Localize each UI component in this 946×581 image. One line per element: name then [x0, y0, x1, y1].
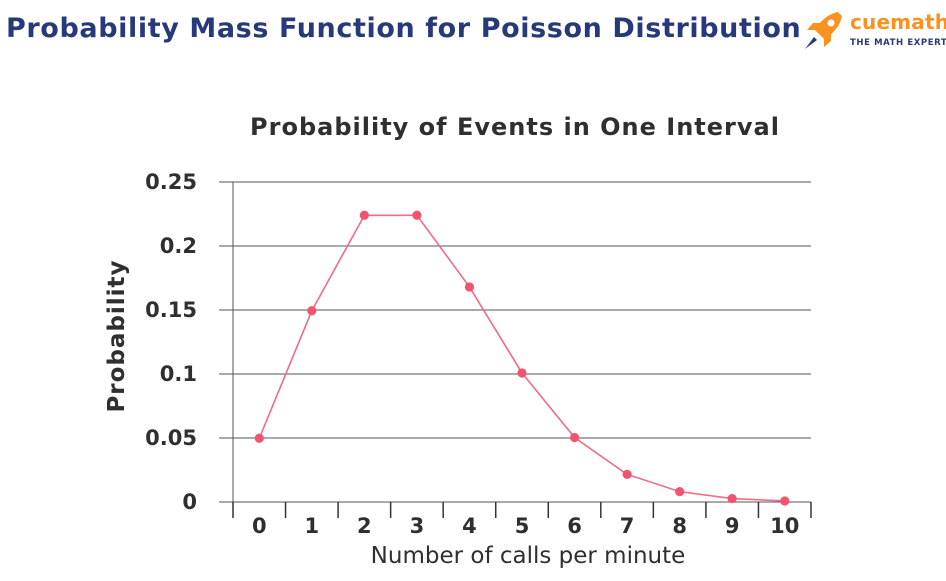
series: [254, 210, 790, 506]
y-tick-label: 0.25: [145, 170, 197, 194]
x-tick-label: 5: [515, 514, 530, 538]
grid: [219, 181, 811, 503]
data-point: [307, 306, 317, 316]
cuemath-logo: cuemath THE MATH EXPERT: [800, 8, 946, 54]
data-point: [622, 469, 632, 479]
chart-title: Probability of Events in One Interval: [250, 113, 780, 141]
x-tick-label: 7: [620, 514, 635, 538]
y-tick-label: 0.2: [160, 234, 197, 258]
x-tick-label: 0: [252, 514, 267, 538]
x-axis-label: Number of calls per minute: [371, 543, 686, 569]
data-point: [359, 210, 369, 220]
data-point: [254, 433, 264, 443]
x-tick-label: 1: [305, 514, 320, 538]
y-axis-label: Probability: [104, 259, 130, 412]
x-tick-label: 3: [410, 514, 425, 538]
x-tick-label: 6: [567, 514, 582, 538]
data-point: [517, 368, 527, 378]
axes: [232, 182, 812, 518]
y-tick-label: 0: [182, 490, 197, 514]
data-point: [780, 496, 790, 506]
y-tick-label: 0.1: [160, 362, 197, 386]
rocket-icon: [805, 12, 842, 49]
data-point: [412, 210, 422, 220]
data-point: [464, 282, 475, 292]
data-point: [569, 432, 580, 443]
data-point: [727, 493, 737, 504]
y-tick-labels: 0 0.05 0.1 0.15 0.2 0.25: [145, 170, 197, 514]
page-title: Probability Mass Function for Poisson Di…: [6, 13, 802, 44]
x-tick-labels: 0 1 2 3 4 5 6 7 8 9 10: [252, 514, 799, 538]
series-line: [258, 214, 785, 502]
x-tick-label: 10: [770, 514, 799, 538]
data-point: [675, 487, 685, 497]
x-tick-label: 9: [725, 514, 740, 538]
y-tick-label: 0.05: [145, 426, 197, 450]
x-tick-label: 4: [462, 514, 477, 538]
y-tick-label: 0.15: [145, 298, 197, 322]
x-tick-label: 2: [357, 514, 372, 538]
x-tick-label: 8: [672, 514, 687, 538]
logo-tagline: THE MATH EXPERT: [850, 38, 946, 48]
logo-brand: cuemath: [850, 10, 946, 34]
